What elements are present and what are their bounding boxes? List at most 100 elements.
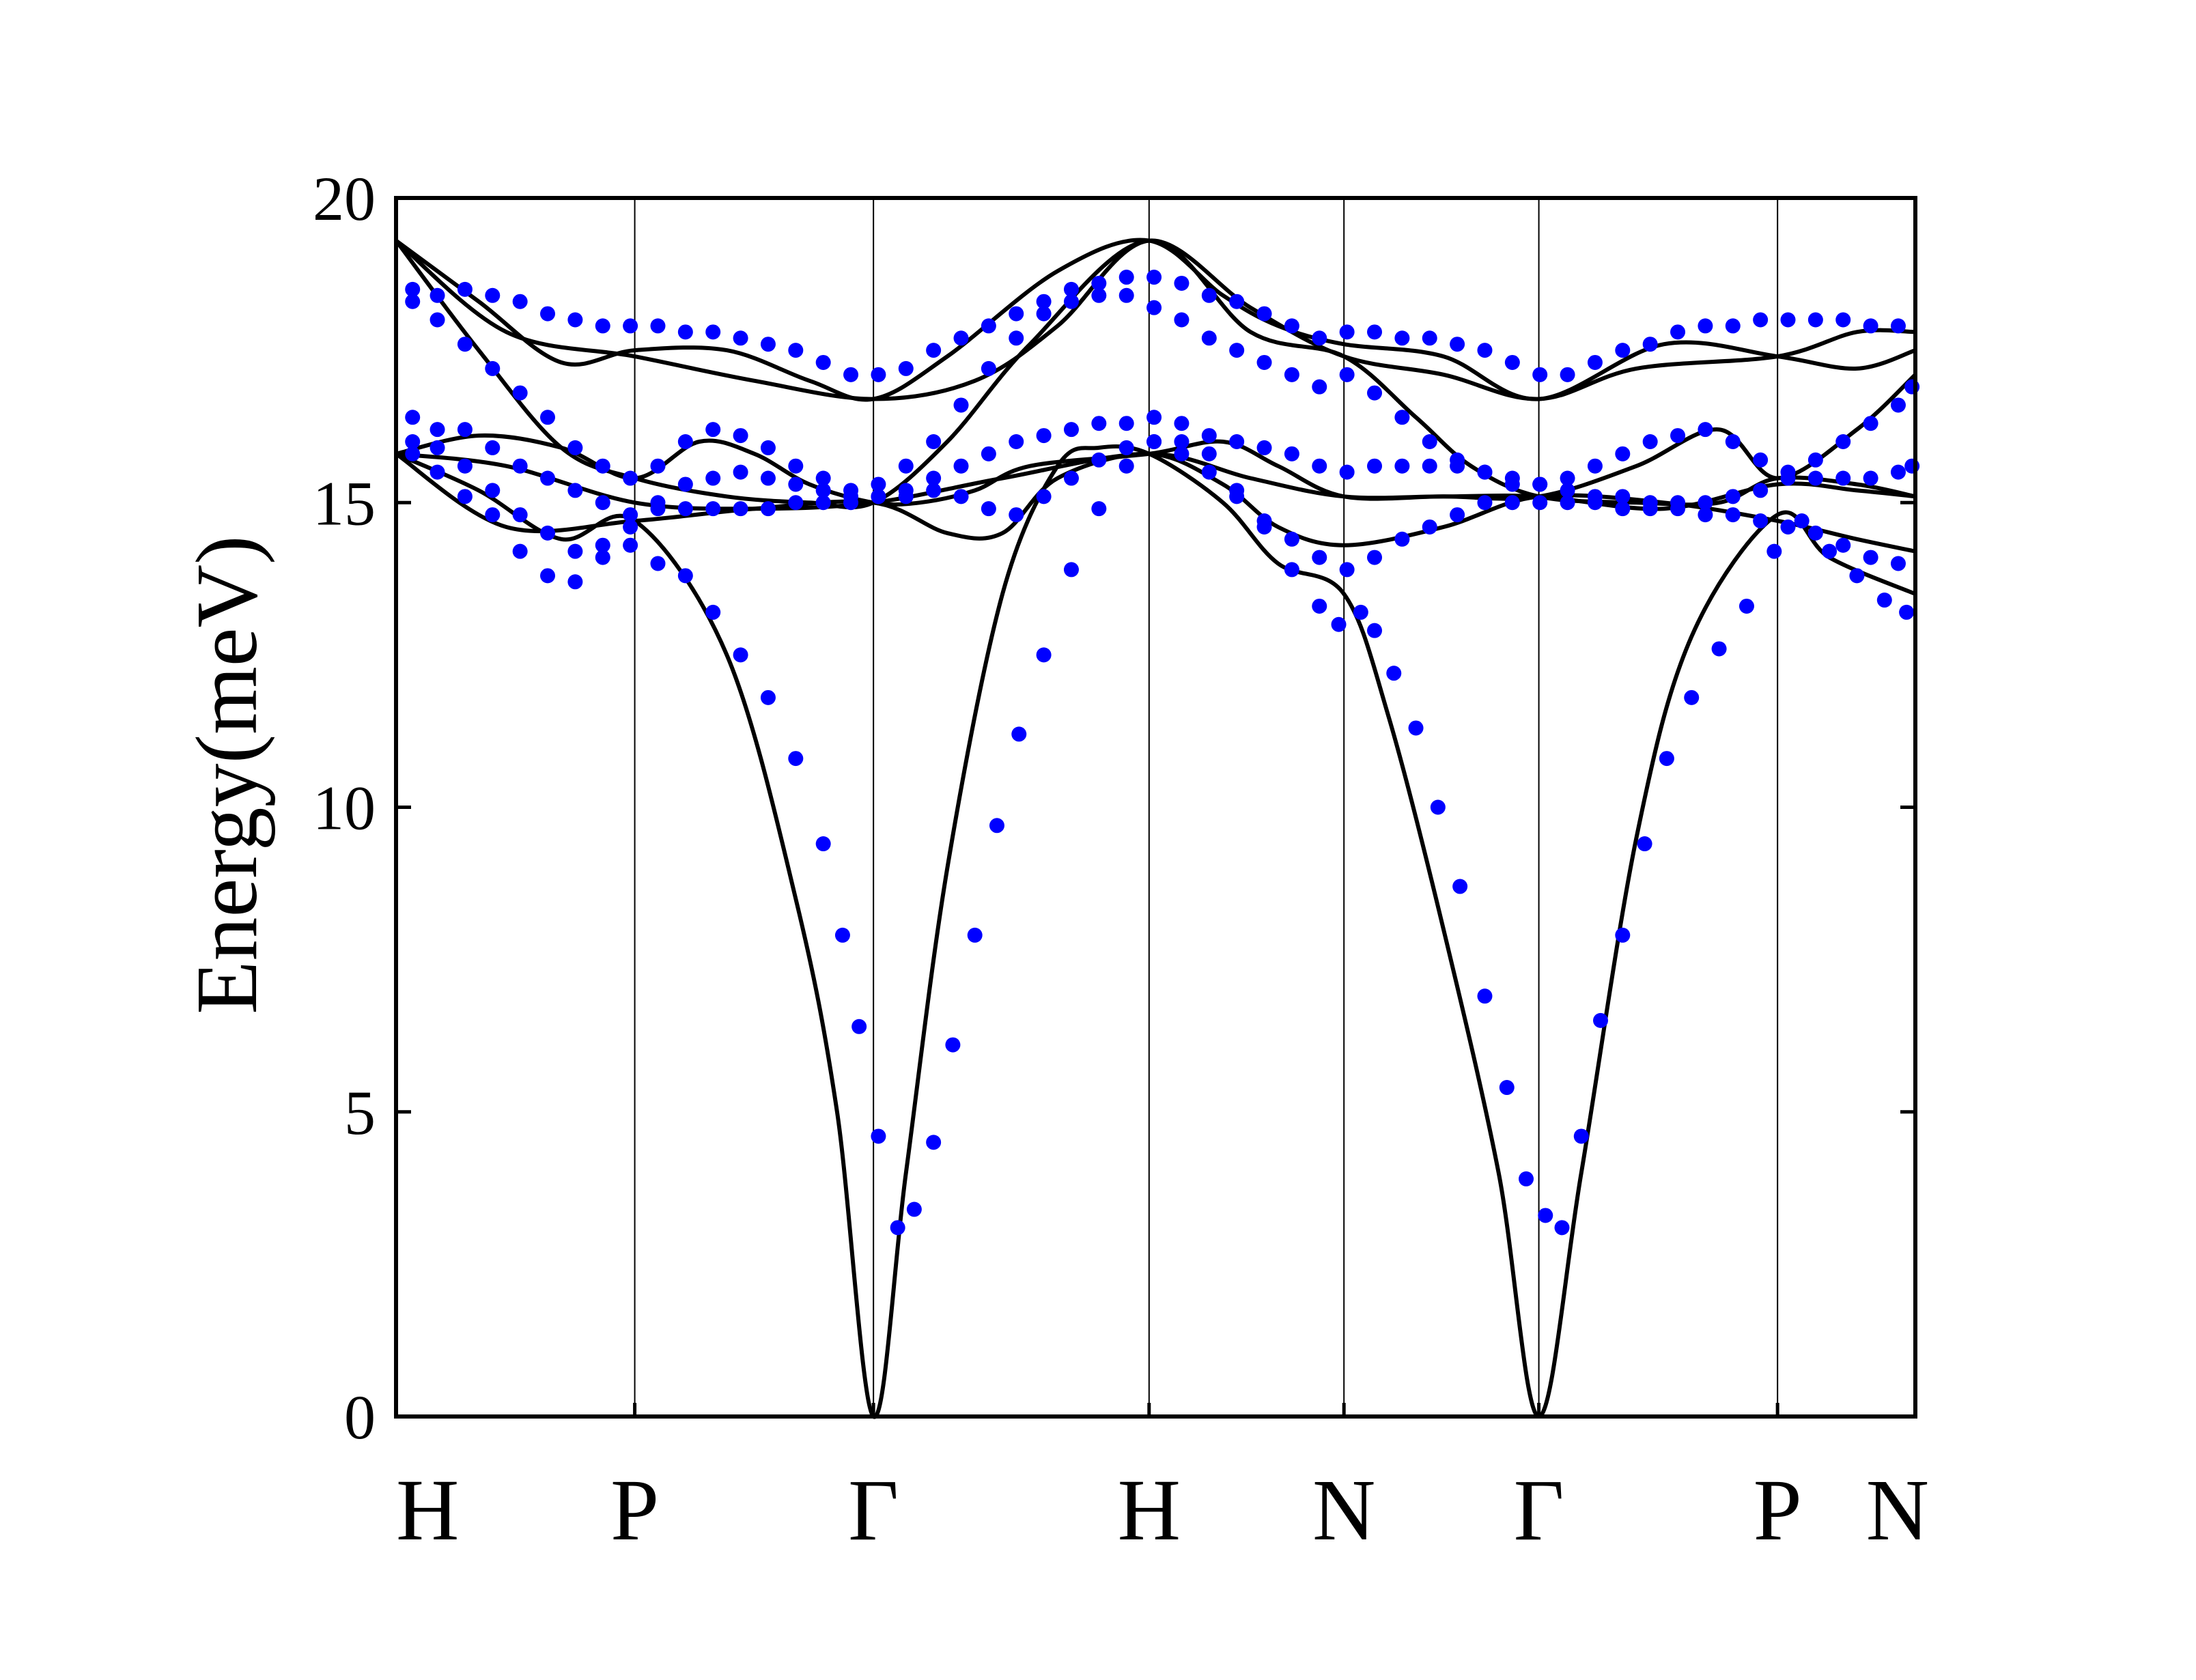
- data-point: [1504, 495, 1520, 511]
- data-point: [1587, 495, 1603, 511]
- data-point: [1780, 519, 1796, 535]
- x-tick-label: H: [1118, 1462, 1181, 1558]
- data-point: [595, 537, 610, 553]
- data-point: [1339, 562, 1355, 578]
- data-point: [650, 318, 666, 334]
- data-point: [981, 501, 996, 517]
- data-point: [1118, 440, 1134, 455]
- data-point: [540, 525, 556, 541]
- data-point: [1807, 470, 1823, 486]
- data-point: [405, 294, 421, 309]
- data-point: [788, 343, 804, 358]
- data-point: [1725, 489, 1741, 504]
- data-point: [1367, 623, 1383, 638]
- data-point: [1642, 337, 1658, 352]
- data-point: [1229, 343, 1245, 358]
- data-point: [1229, 294, 1245, 309]
- data-point: [1312, 598, 1327, 614]
- data-point: [1477, 988, 1493, 1004]
- data-point: [1174, 416, 1190, 431]
- data-point: [1725, 507, 1741, 523]
- data-point: [926, 483, 942, 498]
- data-point: [623, 318, 638, 334]
- data-point: [595, 318, 610, 334]
- measured-data-points: [405, 270, 1920, 1236]
- data-point: [623, 470, 638, 486]
- data-point: [1284, 562, 1299, 578]
- data-point: [843, 495, 859, 511]
- data-point: [1063, 422, 1079, 438]
- data-point: [1452, 879, 1468, 894]
- data-point: [1174, 434, 1190, 449]
- data-point: [926, 434, 942, 449]
- data-point: [989, 818, 1004, 834]
- y-tick-label: 10: [313, 773, 376, 843]
- data-point: [1538, 1208, 1553, 1223]
- data-point: [1807, 525, 1823, 541]
- data-point: [1807, 312, 1823, 328]
- data-point: [1284, 446, 1299, 461]
- data-point: [650, 458, 666, 474]
- data-point: [677, 501, 693, 517]
- data-point: [1615, 501, 1631, 517]
- data-point: [1670, 428, 1686, 444]
- data-point: [953, 458, 969, 474]
- x-tick-label: Γ: [848, 1462, 899, 1558]
- data-point: [981, 318, 996, 334]
- data-point: [1036, 306, 1052, 322]
- data-point: [1036, 428, 1052, 444]
- data-point: [1284, 367, 1299, 382]
- data-point: [1899, 604, 1915, 620]
- data-point: [1063, 470, 1079, 486]
- data-point: [1615, 343, 1631, 358]
- data-point: [457, 422, 473, 438]
- data-point: [1532, 476, 1548, 492]
- data-point: [512, 294, 528, 309]
- data-point: [1615, 927, 1631, 943]
- data-point: [926, 1135, 942, 1150]
- data-point: [677, 476, 693, 492]
- data-point: [1091, 275, 1107, 291]
- data-point: [1174, 446, 1190, 461]
- data-point: [760, 337, 776, 352]
- data-point: [1331, 616, 1347, 632]
- data-point: [457, 337, 473, 352]
- x-tick-label: N: [1312, 1462, 1375, 1558]
- data-point: [1835, 470, 1851, 486]
- data-point: [898, 458, 914, 474]
- data-point: [1780, 312, 1796, 328]
- data-point: [1725, 434, 1741, 449]
- data-point: [1450, 507, 1465, 523]
- data-point: [1339, 324, 1355, 340]
- data-point: [733, 464, 748, 480]
- data-point: [1807, 452, 1823, 468]
- data-point: [457, 458, 473, 474]
- data-point: [1753, 452, 1769, 468]
- data-point: [1835, 434, 1851, 449]
- data-point: [1353, 604, 1368, 620]
- data-point: [906, 1201, 922, 1217]
- data-point: [705, 324, 721, 340]
- data-point: [733, 428, 748, 444]
- data-point: [1339, 367, 1355, 382]
- data-point: [1835, 537, 1851, 553]
- data-point: [567, 574, 583, 590]
- data-point: [1091, 416, 1107, 431]
- data-point: [1174, 312, 1190, 328]
- y-tick-label: 5: [344, 1078, 376, 1148]
- data-point: [1312, 550, 1327, 565]
- data-point: [705, 501, 721, 517]
- data-point: [1011, 726, 1027, 742]
- data-point: [650, 556, 666, 571]
- data-point: [1753, 513, 1769, 529]
- data-point: [1201, 330, 1217, 346]
- data-point: [1554, 1220, 1570, 1236]
- data-point: [1863, 470, 1878, 486]
- data-point: [926, 343, 942, 358]
- y-tick-label: 0: [344, 1382, 376, 1452]
- data-point: [981, 446, 996, 461]
- y-axis-ticks: 0 5 10 15 20: [313, 164, 1915, 1452]
- data-point: [733, 647, 748, 663]
- data-point: [981, 360, 996, 376]
- data-point: [1863, 416, 1878, 431]
